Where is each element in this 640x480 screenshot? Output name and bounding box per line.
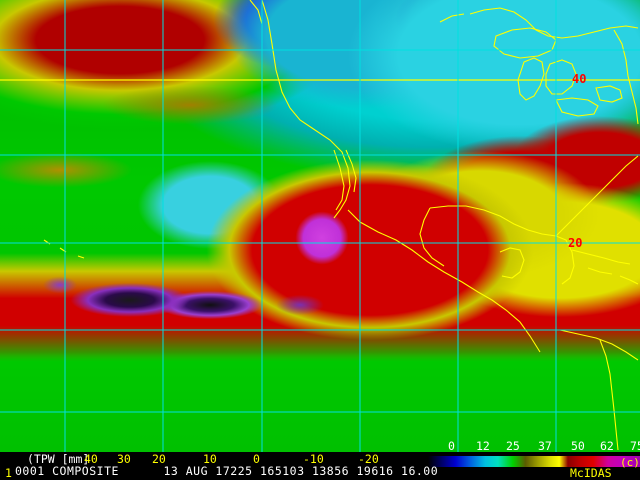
longitude-label-30: 30 <box>117 452 131 466</box>
longitude-label-neg10: -10 <box>303 452 324 466</box>
longitude-label-0: 0 <box>253 452 260 466</box>
latitude-label-20: 20 <box>568 236 583 250</box>
colorbar-tick-0: 0 <box>448 439 455 453</box>
longitude-gridlines <box>64 0 557 452</box>
colorbar-unit-label: (c) <box>620 456 640 469</box>
latitude-gridlines <box>0 49 640 413</box>
colorbar-tick-50: 50 <box>571 439 585 453</box>
tropical-cyclone-feature <box>0 0 640 452</box>
colorbar-tick-25: 25 <box>506 439 520 453</box>
longitude-label-20: 20 <box>152 452 166 466</box>
colorbar-tick-row: 0 12 25 37 50 62 75 <box>428 438 640 453</box>
colorbar-tick-62: 62 <box>600 439 614 453</box>
status-line: 0001 COMPOSITE 13 AUG 17225 165103 13856… <box>15 464 439 478</box>
tpw-colorbar[interactable] <box>428 456 640 467</box>
satellite-tpw-map[interactable]: 40 20 <box>0 0 640 452</box>
longitude-label-neg20: -20 <box>358 452 379 466</box>
longitude-label-40: 40 <box>84 452 98 466</box>
mcidas-branding: McIDAS <box>570 466 612 480</box>
coastline-layer <box>43 0 639 451</box>
colorbar-tick-12: 12 <box>476 439 490 453</box>
frame-number: 1 <box>5 466 12 480</box>
latitude-label-40: 40 <box>572 72 587 86</box>
map-vector-overlay <box>0 0 640 452</box>
colorbar-tick-75: 75 <box>630 439 640 453</box>
tpw-parameter-label: (TPW [mm] <box>27 452 90 466</box>
longitude-label-10: 10 <box>203 452 217 466</box>
colorbar-tick-37: 37 <box>538 439 552 453</box>
